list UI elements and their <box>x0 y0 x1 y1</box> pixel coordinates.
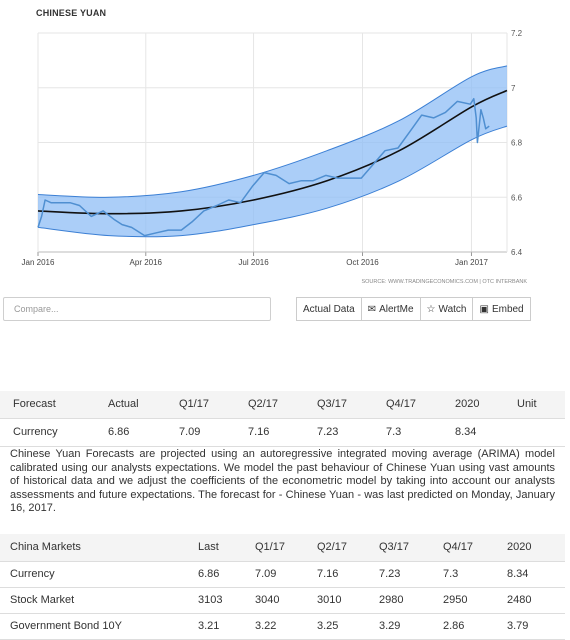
forecast-table: Forecast Actual Q1/17 Q2/17 Q3/17 Q4/17 … <box>0 391 565 447</box>
forecast-cell: 7.23 <box>317 426 339 438</box>
market-cell: 3010 <box>317 594 342 606</box>
forecast-header-cell: Q2/17 <box>248 398 278 411</box>
market-name-cell[interactable]: Currency <box>10 568 55 580</box>
watch-label: Watch <box>438 303 467 315</box>
band-lower-edge <box>37 125 508 238</box>
alertme-button[interactable]: ✉ AlertMe <box>360 297 421 321</box>
y-tick-label: 6.8 <box>511 139 523 148</box>
embed-label: Embed <box>491 303 524 315</box>
actual-data-label: Actual Data <box>303 303 355 315</box>
markets-header-cell: Q2/17 <box>317 541 347 554</box>
forecast-header-cell: Q3/17 <box>317 398 347 411</box>
market-cell: 6.86 <box>198 568 220 580</box>
image-icon: ▣ <box>479 303 489 315</box>
envelope-icon: ✉ <box>367 303 377 315</box>
chart-plot: 6.4 6.6 6.8 7 7.2 Jan 2016 Apr 2016 Jul 2016 Oct… <box>22 29 528 285</box>
yuan-chart: CHINESE YUAN 6.4 6.6 6.8 7 7.2 Jan 2016 Apr 20… <box>0 0 570 295</box>
chart-button-group: Actual Data ✉ AlertMe ☆ Watch ▣ Embed <box>296 297 531 321</box>
x-tick-label: Apr 2016 <box>130 258 163 267</box>
market-cell: 3.21 <box>198 620 220 632</box>
forecast-band <box>38 65 507 237</box>
market-cell: 2.86 <box>443 620 465 632</box>
x-tick-label: Jan 2017 <box>455 258 488 267</box>
market-cell: 3103 <box>198 594 223 606</box>
x-tick-label: Jul 2016 <box>238 258 269 267</box>
market-cell: 7.16 <box>317 568 339 580</box>
market-cell: 7.09 <box>255 568 277 580</box>
forecast-header-cell: Forecast <box>13 398 56 411</box>
market-cell: 2950 <box>443 594 468 606</box>
series-line <box>37 97 490 237</box>
market-cell: 3.25 <box>317 620 339 632</box>
markets-header-cell: Q3/17 <box>379 541 409 554</box>
forecast-header-row: Forecast Actual Q1/17 Q2/17 Q3/17 Q4/17 … <box>0 391 565 418</box>
embed-button[interactable]: ▣ Embed <box>472 297 531 321</box>
y-tick-label: 7 <box>511 84 516 93</box>
market-cell: 3.29 <box>379 620 401 632</box>
forecast-cell: 7.3 <box>386 426 402 438</box>
forecast-header-cell: Actual <box>108 398 139 411</box>
compare-input[interactable] <box>3 297 271 321</box>
market-cell: 3.79 <box>507 620 529 632</box>
forecast-cell <box>517 418 565 446</box>
trend-line <box>37 89 508 215</box>
watch-button[interactable]: ☆ Watch <box>419 297 474 321</box>
chart-title: CHINESE YUAN <box>36 8 107 18</box>
table-row[interactable]: Currency 6.86 7.09 7.16 7.23 7.3 8.34 <box>0 561 565 587</box>
alertme-label: AlertMe <box>379 303 414 315</box>
market-name-cell[interactable]: Stock Market <box>10 594 75 606</box>
band-upper-edge <box>37 65 508 198</box>
markets-header-cell: Q4/17 <box>443 541 473 554</box>
markets-header-cell: Last <box>198 541 219 554</box>
chart-source: SOURCE: WWW.TRADINGECONOMICS.COM | OTC I… <box>361 279 527 285</box>
market-cell: 3.22 <box>255 620 277 632</box>
market-cell: 2980 <box>379 594 404 606</box>
table-row[interactable]: Stock Market 3103 3040 3010 2980 2950 24… <box>0 587 565 613</box>
forecast-header-cell: 2020 <box>455 398 480 411</box>
china-markets-table: China Markets Last Q1/17 Q2/17 Q3/17 Q4/… <box>0 534 565 640</box>
forecast-description: Chinese Yuan Forecasts are projected usi… <box>10 448 555 514</box>
forecast-cell: 8.34 <box>455 426 477 438</box>
star-icon: ☆ <box>426 303 436 315</box>
x-tick-label: Jan 2016 <box>22 258 55 267</box>
forecast-header-cell: Q4/17 <box>386 398 416 411</box>
y-tick-label: 6.4 <box>511 248 523 257</box>
market-cell: 2480 <box>507 594 532 606</box>
y-tick-label: 7.2 <box>511 29 523 38</box>
x-tick-label: Oct 2016 <box>346 258 379 267</box>
markets-header-row: China Markets Last Q1/17 Q2/17 Q3/17 Q4/… <box>0 534 565 561</box>
markets-header-cell: China Markets <box>10 541 81 554</box>
forecast-header-cell: Unit <box>517 398 537 411</box>
forecast-cell: 7.16 <box>248 426 270 438</box>
markets-header-cell: 2020 <box>507 541 532 554</box>
forecast-cell: 7.09 <box>179 426 201 438</box>
chart-toolbar: Actual Data ✉AlertMe ☆Watch ▣Embed <box>3 297 565 323</box>
forecast-header-cell: Q1/17 <box>179 398 209 411</box>
market-name-cell[interactable]: Government Bond 10Y <box>10 620 122 632</box>
forecast-cell: 6.86 <box>108 426 130 438</box>
market-cell: 7.3 <box>443 568 459 580</box>
market-cell: 3040 <box>255 594 280 606</box>
table-row[interactable]: Government Bond 10Y 3.21 3.22 3.25 3.29 … <box>0 613 565 639</box>
markets-header-cell: Q1/17 <box>255 541 285 554</box>
market-cell: 8.34 <box>507 568 529 580</box>
y-tick-label: 6.6 <box>511 193 523 202</box>
actual-data-button[interactable]: Actual Data <box>296 297 362 321</box>
forecast-cell: Currency <box>13 426 58 438</box>
table-row: Currency 6.86 7.09 7.16 7.23 7.3 8.34 <box>0 418 565 446</box>
market-cell: 7.23 <box>379 568 401 580</box>
